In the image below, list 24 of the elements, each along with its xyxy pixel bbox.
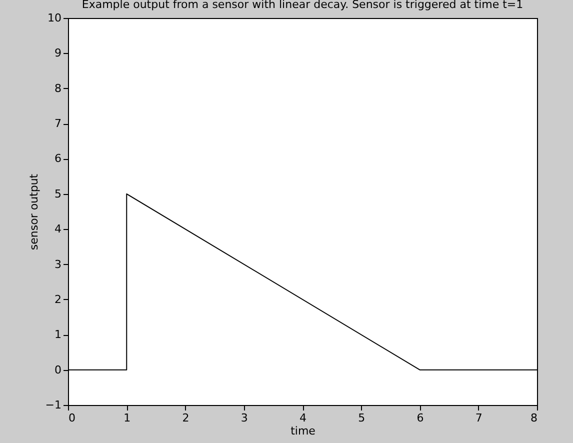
x-tick-label: 5 — [358, 412, 366, 424]
y-tick-label: 7 — [54, 117, 62, 130]
x-tick-label: 1 — [124, 412, 131, 424]
y-tick-label: 8 — [54, 82, 62, 95]
y-tick-label: −1 — [45, 398, 62, 412]
x-tick-label: 0 — [68, 412, 76, 424]
y-tick-label: 3 — [54, 258, 62, 271]
y-tick-label: 5 — [54, 187, 62, 200]
x-axis-title: time — [290, 424, 316, 438]
y-tick-label: 6 — [54, 152, 62, 166]
y-tick-label: 2 — [54, 292, 62, 306]
x-tick-label: 3 — [240, 412, 248, 424]
x-tick-label: 7 — [475, 412, 482, 424]
x-tick-label: 4 — [300, 412, 306, 424]
y-tick-label: 9 — [54, 46, 62, 60]
y-axis-title: sensor output — [27, 173, 40, 250]
y-tick-label: 1 — [54, 328, 62, 342]
y-tick-label: 4 — [54, 222, 62, 236]
y-tick-label: 0 — [54, 363, 62, 376]
x-tick-label: 8 — [530, 412, 538, 424]
x-tick-label: 2 — [182, 412, 190, 424]
x-tick-label: 6 — [416, 412, 424, 424]
chart-title: Example output from a sensor with linear decay. Sensor is triggered at time t=1 — [82, 0, 524, 11]
y-tick-label: 10 — [48, 12, 62, 24]
